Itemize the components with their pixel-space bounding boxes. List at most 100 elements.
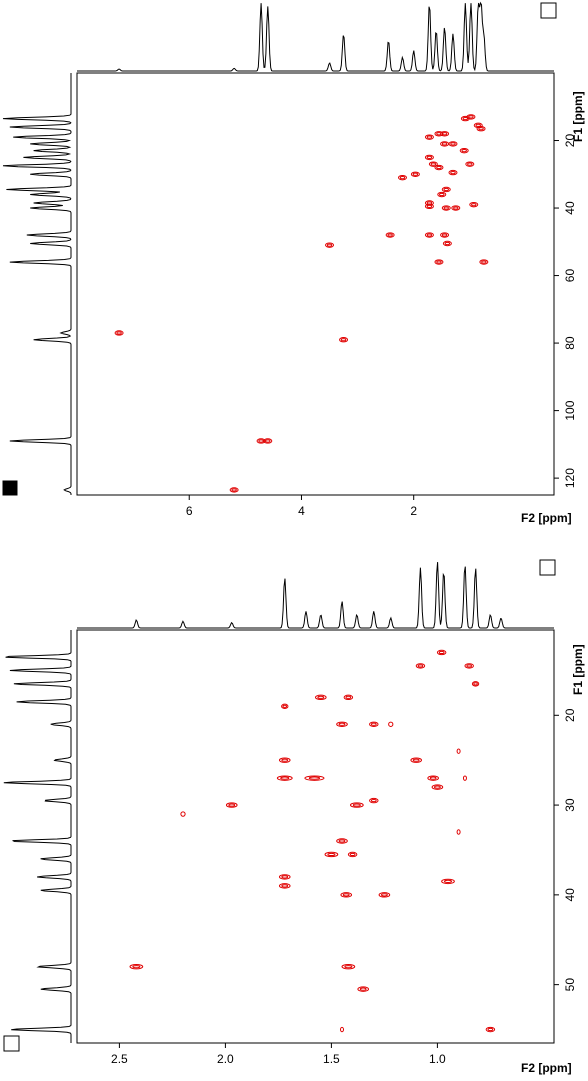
contour-ring-inner	[344, 965, 353, 969]
contour-peak	[476, 126, 486, 132]
contour-ring-inner	[466, 664, 473, 668]
contour-peak	[349, 802, 364, 808]
contour-peak	[469, 201, 479, 208]
y-axis-title: F1 [ppm]	[571, 644, 585, 695]
contour-ring-outer	[410, 757, 423, 763]
contour-ring-inner	[380, 893, 388, 897]
contour-ring-outer	[424, 134, 434, 140]
contour-ring-inner	[436, 260, 442, 264]
contour-ring-outer	[278, 874, 291, 880]
contour-ring-inner	[349, 852, 356, 857]
contour-peak	[340, 892, 353, 898]
contour-ring-inner	[441, 233, 448, 237]
contour-ring-inner	[426, 135, 433, 139]
contour-ring-inner	[417, 664, 424, 668]
contour-peak	[441, 878, 455, 885]
contour-ring-inner	[467, 162, 473, 166]
contour-ring-inner	[352, 803, 361, 807]
contour-ring-outer	[388, 721, 394, 727]
contour-ring-inner	[426, 204, 433, 208]
contour-ring-outer	[369, 797, 379, 804]
contour-ring-outer	[357, 986, 370, 992]
contour-peak	[440, 141, 450, 147]
contour-ring-outer	[448, 169, 458, 176]
contour-ring-inner	[412, 172, 419, 176]
contour-peak	[441, 205, 451, 211]
toggle-box-filled-icon[interactable]	[2, 480, 18, 496]
x-axis-ticks: 2.5 2.0 1.5 1.0	[111, 1043, 446, 1066]
contour-peak	[357, 986, 370, 992]
contour-ring-inner	[281, 875, 289, 879]
contour-peak	[410, 171, 420, 177]
contour-ring-outer	[369, 721, 379, 727]
contour-ring-outer	[479, 259, 489, 265]
contour-ring-inner	[441, 142, 448, 146]
contour-ring-outer	[324, 851, 339, 858]
x-tick-label: 2	[410, 504, 417, 518]
contour-ring-inner	[281, 884, 289, 888]
contour-peak	[180, 811, 186, 817]
contour-peak	[459, 147, 469, 154]
contour-ring-outer	[456, 829, 461, 835]
y-tick-label: 50	[563, 978, 577, 992]
contour-peak	[427, 775, 439, 781]
contour-ring-inner	[231, 488, 237, 492]
contour-ring-outer	[424, 154, 434, 161]
y-tick-label: 60	[563, 269, 577, 283]
f2-projection-trace	[77, 1, 554, 72]
contour-ring-outer	[466, 114, 476, 120]
contour-peak	[436, 649, 447, 656]
contour-peak	[465, 161, 475, 167]
contour-ring-inner	[426, 155, 433, 159]
contour-ring-inner	[468, 115, 474, 119]
contour-ring-inner	[441, 132, 448, 136]
contour-ring-inner	[359, 987, 367, 991]
contour-ring-inner	[461, 149, 467, 153]
contour-ring-outer	[349, 802, 364, 808]
contour-peak	[336, 721, 348, 727]
contour-ring-inner	[487, 1027, 494, 1032]
contour-peak	[304, 775, 325, 781]
contour-ring-inner	[132, 965, 141, 969]
contour-ring-inner	[370, 722, 377, 726]
contour-peak	[114, 330, 124, 336]
contour-ring-inner	[265, 439, 271, 443]
contour-peak	[410, 757, 423, 763]
plot-frame	[76, 72, 555, 496]
y-tick-label: 20	[563, 708, 577, 722]
contour-peak	[479, 259, 489, 265]
contour-ring-outer	[441, 186, 451, 193]
contour-ring-outer	[129, 963, 144, 970]
contour-peak	[229, 487, 239, 493]
contour-ring-outer	[397, 174, 407, 181]
contour-ring-outer	[281, 703, 289, 710]
contour-ring-inner	[282, 704, 288, 708]
contour-ring-outer	[442, 240, 452, 247]
contour-ring-outer	[436, 649, 447, 656]
contour-ring-inner	[338, 722, 346, 726]
y-tick-label: 100	[563, 400, 577, 420]
contour-ring-inner	[450, 142, 456, 146]
hsqc-spectrum-zoom: 2.5 2.0 1.5 1.0 20 30 40 50 F2 [ppm] F1 [ppm]	[3, 559, 585, 1075]
contour-ring-inner	[387, 233, 393, 237]
y-tick-label: 30	[563, 798, 577, 812]
contour-ring-inner	[281, 758, 289, 762]
contour-ring-outer	[441, 878, 455, 885]
toggle-box-icon[interactable]	[539, 559, 556, 576]
contour-peak	[440, 232, 450, 238]
contour-peak	[263, 438, 273, 444]
contour-ring-inner	[481, 260, 487, 264]
y-axis-title: F1 [ppm]	[571, 91, 585, 142]
contour-ring-inner	[439, 192, 445, 197]
contour-ring-outer	[462, 775, 467, 781]
toggle-box-icon[interactable]	[540, 2, 557, 19]
contour-ring-outer	[304, 775, 325, 781]
contour-peak	[462, 775, 467, 781]
contour-ring-outer	[340, 1026, 344, 1033]
x-axis-title: F2 [ppm]	[521, 1061, 572, 1075]
contour-ring-inner	[326, 243, 333, 247]
contour-ring-inner	[258, 439, 264, 443]
contour-peak	[340, 1026, 344, 1033]
toggle-box-icon[interactable]	[3, 1035, 20, 1052]
contour-peak	[415, 663, 426, 669]
